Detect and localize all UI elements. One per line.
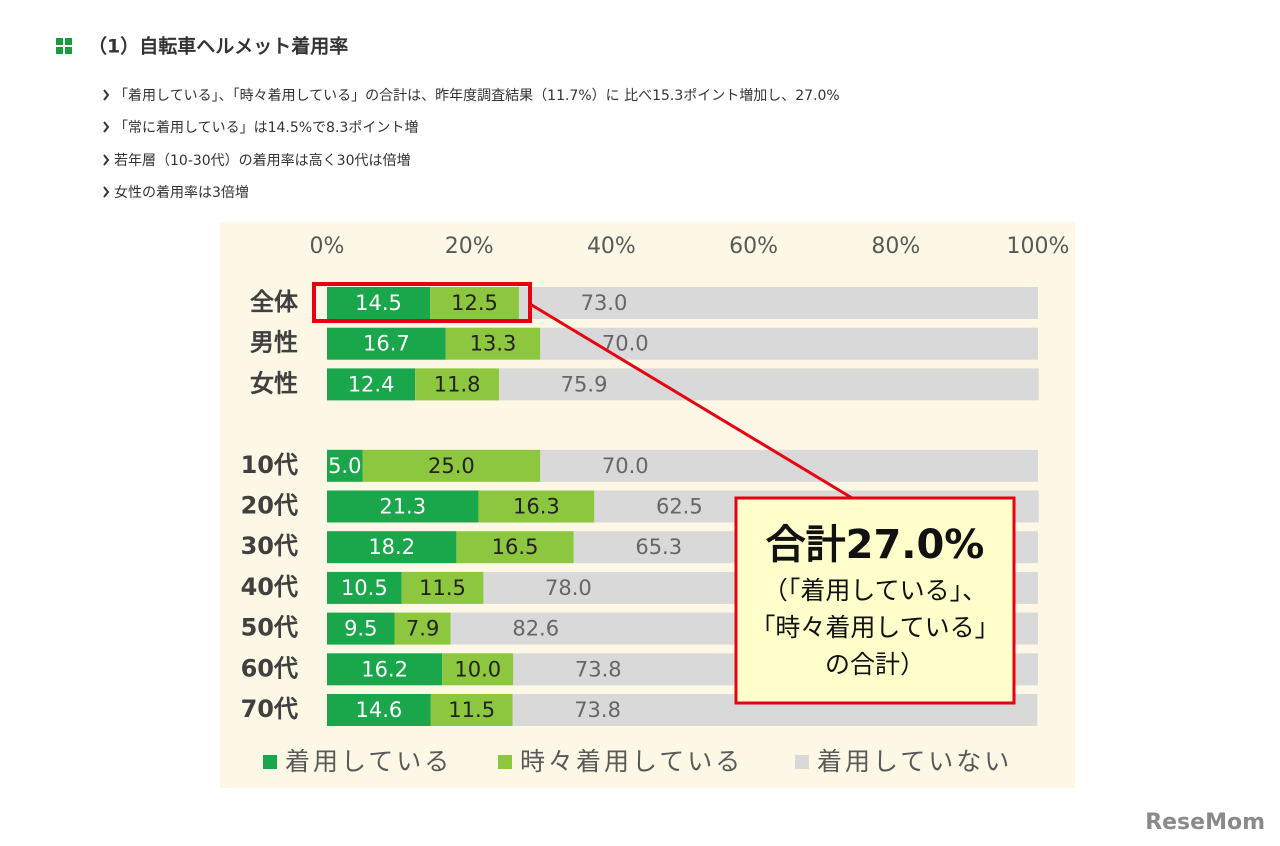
x-tick-label: 100%	[1007, 234, 1070, 259]
bar-segment	[401, 571, 484, 604]
bar-segment	[430, 287, 519, 319]
bar-segment	[327, 653, 443, 686]
bullet: 「常に着用している」は14.5%で8.3ポイント増	[114, 119, 418, 136]
bar-segment	[327, 327, 446, 360]
annotation-headline: 合計27.0%	[766, 522, 985, 568]
bar-segment	[445, 327, 541, 360]
bar-segment	[327, 287, 431, 319]
value-label: 62.5	[656, 495, 703, 519]
bar-segment	[327, 449, 363, 482]
bar-segment	[327, 368, 416, 401]
bullet: 「着用している」、「時々着用している」の合計は、昨年度調査結果（11.7%）に …	[114, 87, 840, 104]
annotation-line: 「時々着用している」	[750, 613, 999, 642]
value-label: 11.8	[434, 372, 481, 396]
value-label: 73.8	[574, 698, 621, 722]
value-label: 7.9	[406, 617, 439, 641]
category-label: 70代	[241, 695, 298, 723]
x-tick-label: 40%	[587, 234, 636, 259]
value-label: 73.8	[575, 657, 622, 681]
value-label: 73.0	[581, 291, 628, 315]
bullet: 女性の着用率は3倍増	[114, 184, 249, 201]
value-label: 10.5	[341, 576, 388, 600]
annotation-line: （「着用している」、	[763, 576, 987, 605]
value-label: 16.5	[492, 535, 539, 559]
bar-segment	[478, 490, 595, 523]
legend-swatch	[263, 755, 277, 769]
annotation-line: の合計）	[825, 650, 925, 679]
value-label: 65.3	[635, 535, 682, 559]
bar-segment	[518, 287, 1038, 319]
category-label: 40代	[241, 573, 298, 601]
bar-segment	[442, 653, 514, 686]
bar-segment	[394, 612, 451, 645]
section-title: （1）自転車ヘルメット着用率	[88, 35, 348, 58]
bar-segment	[327, 531, 457, 564]
category-label: 30代	[241, 532, 298, 560]
bar-segment	[456, 531, 574, 564]
category-label: 50代	[241, 614, 298, 642]
value-label: 75.9	[561, 372, 608, 396]
category-label: 60代	[241, 654, 298, 682]
value-label: 18.2	[368, 535, 415, 559]
legend-swatch	[795, 755, 809, 769]
category-label: 20代	[241, 492, 298, 520]
value-label: 16.7	[363, 332, 410, 356]
highlight-box	[312, 282, 532, 323]
watermark: ReseMom	[1145, 810, 1265, 835]
category-label: 全体	[250, 288, 299, 316]
x-tick-label: 80%	[871, 234, 920, 259]
legend-label: 着用している	[285, 747, 452, 776]
bar-segment	[540, 449, 1038, 482]
bar-segment	[327, 571, 402, 604]
header-icon	[56, 38, 72, 54]
value-label: 11.5	[419, 576, 466, 600]
bar-segment	[430, 694, 513, 726]
category-label: 10代	[241, 451, 298, 479]
value-label: 10.0	[454, 657, 501, 681]
category-label: 女性	[250, 369, 298, 397]
value-label: 78.0	[545, 576, 592, 600]
bar-segment	[362, 449, 541, 482]
value-label: 12.5	[451, 291, 498, 315]
value-label: 11.5	[448, 698, 495, 722]
legend-label: 時々着用している	[520, 747, 743, 776]
bar-segment	[327, 490, 479, 523]
value-label: 13.3	[470, 332, 517, 356]
value-label: 70.0	[602, 454, 649, 478]
value-label: 5.0	[328, 454, 361, 478]
bullet: 若年層（10-30代）の着用率は高く30代は倍増	[114, 152, 411, 169]
value-label: 14.5	[355, 291, 402, 315]
bar-segment	[327, 694, 431, 726]
value-label: 9.5	[344, 617, 377, 641]
bullets: 「着用している」、「時々着用している」の合計は、昨年度調査結果（11.7%）に …	[114, 87, 840, 201]
value-label: 12.4	[348, 372, 395, 396]
bar-segment	[327, 612, 395, 645]
x-tick-label: 0%	[310, 234, 345, 259]
value-label: 16.2	[361, 657, 408, 681]
value-label: 21.3	[379, 495, 426, 519]
annotation-box	[734, 496, 1016, 705]
x-tick-label: 60%	[729, 234, 778, 259]
value-label: 82.6	[512, 617, 559, 641]
bar-segment	[540, 327, 1038, 360]
value-label: 14.6	[356, 698, 403, 722]
legend-label: 着用していない	[817, 747, 1012, 776]
bullet-icons	[103, 89, 110, 198]
value-label: 25.0	[428, 454, 475, 478]
category-label: 男性	[250, 329, 298, 357]
legend-swatch	[498, 755, 512, 769]
value-label: 16.3	[513, 495, 560, 519]
x-tick-label: 20%	[445, 234, 494, 259]
annotation: 合計27.0% （「着用している」、 「時々着用している」 の合計）	[312, 282, 1016, 705]
bar-segment	[499, 368, 1039, 401]
connector	[529, 302, 853, 500]
bar-segment	[415, 368, 500, 401]
